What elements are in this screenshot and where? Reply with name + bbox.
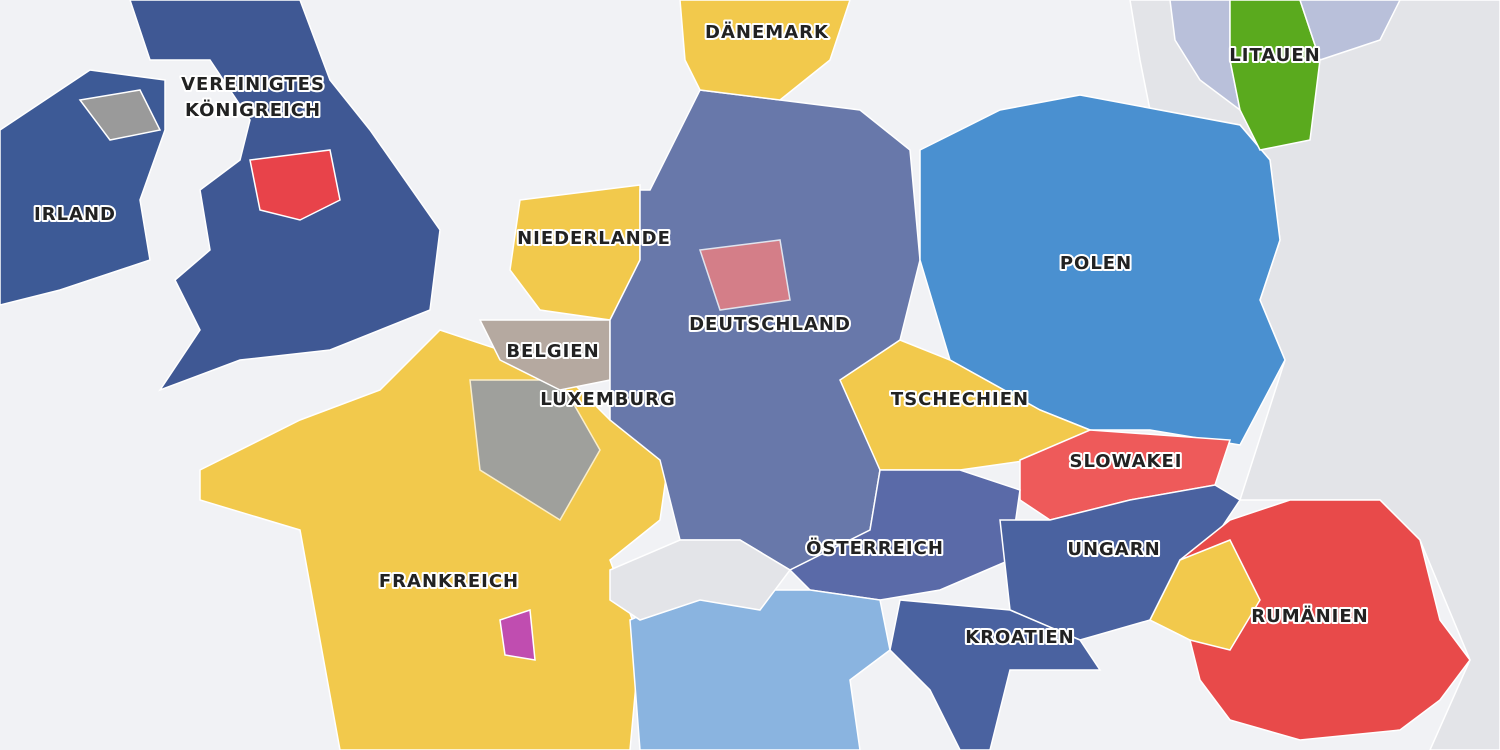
italy xyxy=(629,589,891,750)
country-label: LITAUEN xyxy=(1229,45,1320,66)
country-label: UNGARN xyxy=(1067,539,1160,560)
belarus xyxy=(1299,0,1401,61)
croatia xyxy=(889,599,1102,750)
country-label: ÖSTERREICH xyxy=(806,537,944,559)
germany-red xyxy=(698,239,791,311)
country-label: IRLAND xyxy=(34,204,116,225)
country-label: DEUTSCHLAND xyxy=(689,314,851,335)
uk-red xyxy=(249,149,341,221)
ni xyxy=(78,89,162,141)
country-label: FRANKREICH xyxy=(379,571,519,592)
country-label: BELGIEN xyxy=(506,341,599,362)
france-purple xyxy=(499,608,536,661)
romania-yellow xyxy=(1148,539,1261,651)
country-label: SLOWAKEI xyxy=(1069,451,1182,472)
country-label: NIEDERLANDE xyxy=(517,228,671,249)
country-label: RUMÄNIEN xyxy=(1251,605,1368,627)
switzerland xyxy=(609,539,792,621)
denmark xyxy=(679,0,851,101)
country-label: TSCHECHIEN xyxy=(891,389,1029,410)
labels: DÄNEMARK LITAUEN VEREINIGTES KÖNIGREICH … xyxy=(32,19,1370,650)
country-label: KÖNIGREICH xyxy=(185,99,321,121)
belgium xyxy=(478,319,611,391)
country-label: LUXEMBURG xyxy=(540,389,676,410)
country-label: KROATIEN xyxy=(965,627,1075,648)
country-label: DÄNEMARK xyxy=(705,21,829,43)
country-label: POLEN xyxy=(1060,253,1132,274)
country-label: VEREINIGTES xyxy=(181,74,325,95)
